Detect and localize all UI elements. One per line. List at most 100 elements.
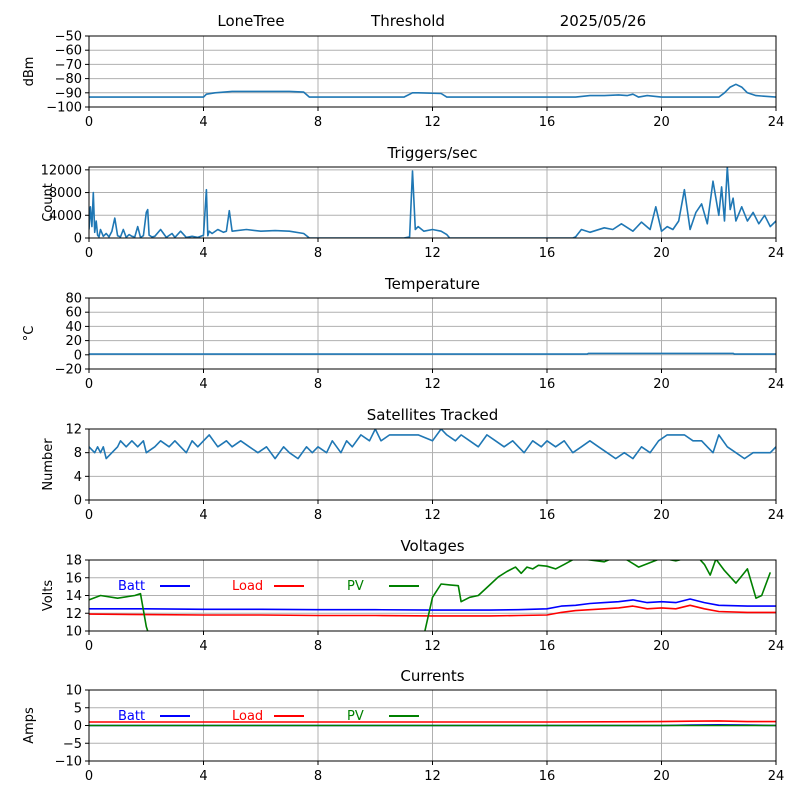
legend-label-batt: Batt xyxy=(118,579,145,594)
header-date: 2025/05/26 xyxy=(560,12,646,30)
y-tick-label: 20 xyxy=(65,334,82,349)
x-tick-label: 4 xyxy=(199,246,207,261)
x-tick-label: 16 xyxy=(539,246,556,261)
x-tick-label: 8 xyxy=(314,246,322,261)
y-tick-label: 0 xyxy=(74,232,82,247)
x-tick-label: 0 xyxy=(85,508,93,523)
y-tick-label: −60 xyxy=(55,44,82,59)
series-line-pv xyxy=(89,560,772,631)
y-tick-label: −10 xyxy=(55,755,82,770)
x-tick-label: 24 xyxy=(768,246,785,261)
y-tick-label: −80 xyxy=(55,72,82,87)
x-tick-label: 24 xyxy=(768,769,785,784)
x-tick-label: 20 xyxy=(653,377,670,392)
x-tick-label: 0 xyxy=(85,769,93,784)
chart-header: 0 4 8 12 16 20 24 −100−90−80−70−60−50 dBm xyxy=(22,30,784,131)
legend-label-load: Load xyxy=(232,579,263,594)
chart-title: Triggers/sec xyxy=(387,144,478,162)
y-tick-label: 5 xyxy=(74,701,82,716)
x-tick-label: 4 xyxy=(199,115,207,130)
y-tick-label: 12 xyxy=(65,607,82,622)
y-axis-label: Amps xyxy=(22,707,37,744)
y-tick-label: 80 xyxy=(65,292,82,307)
chart-title: Temperature xyxy=(384,275,480,293)
x-tick-label: 12 xyxy=(424,377,441,392)
x-tick-label: 8 xyxy=(314,639,322,654)
x-tick-label: 8 xyxy=(314,769,322,784)
y-tick-label: 8000 xyxy=(49,186,82,201)
y-tick-label: 12 xyxy=(65,423,82,438)
header-mode: Threshold xyxy=(370,12,445,30)
x-tick-label: 12 xyxy=(424,769,441,784)
y-tick-label: 60 xyxy=(65,306,82,321)
y-tick-label: 16 xyxy=(65,571,82,586)
x-tick-label: 4 xyxy=(199,508,207,523)
y-tick-label: 14 xyxy=(65,589,82,604)
x-tick-label: 16 xyxy=(539,115,556,130)
x-tick-label: 16 xyxy=(539,508,556,523)
series-line xyxy=(89,167,776,238)
x-tick-label: 4 xyxy=(199,769,207,784)
chart-triggers: 0 4 8 12 16 20 24 0 4000 8000 12000 Triggers/sec Cou… xyxy=(41,144,785,261)
x-tick-label: 8 xyxy=(314,377,322,392)
x-tick-label: 4 xyxy=(199,639,207,654)
x-tick-label: 0 xyxy=(85,115,93,130)
y-axis-label: Count xyxy=(41,183,56,222)
y-tick-label: 40 xyxy=(65,320,82,335)
y-tick-label: 0 xyxy=(74,494,82,509)
y-tick-label: −5 xyxy=(63,737,82,752)
y-tick-label: 10 xyxy=(65,684,82,699)
x-tick-label: 24 xyxy=(768,639,785,654)
y-tick-label: 0 xyxy=(74,719,82,734)
x-tick-label: 0 xyxy=(85,246,93,261)
header-site: LoneTree xyxy=(217,12,284,30)
series-line-load xyxy=(89,720,776,723)
series-line xyxy=(89,429,776,460)
series-line-load xyxy=(89,604,776,617)
x-tick-label: 12 xyxy=(424,246,441,261)
chart-voltages: 0 4 8 12 16 20 24 10 12 14 16 18 Voltages Volts Batt Lo… xyxy=(41,537,784,654)
x-tick-label: 20 xyxy=(653,115,670,130)
y-tick-label: 12000 xyxy=(41,163,82,178)
y-tick-label: 10 xyxy=(65,625,82,640)
legend-label-load: Load xyxy=(232,709,263,724)
series-line xyxy=(89,352,776,355)
chart-title: Voltages xyxy=(400,537,464,555)
y-tick-label: −70 xyxy=(55,58,82,73)
x-tick-label: 20 xyxy=(653,769,670,784)
x-tick-label: 20 xyxy=(653,508,670,523)
y-axis-label: Number xyxy=(41,438,56,491)
y-tick-label: 4 xyxy=(74,470,82,485)
y-axis-label: Volts xyxy=(41,580,56,612)
y-tick-label: −20 xyxy=(55,363,82,378)
series-line xyxy=(89,83,776,98)
x-tick-label: 20 xyxy=(653,246,670,261)
chart-title: Currents xyxy=(400,667,464,685)
x-tick-label: 12 xyxy=(424,115,441,130)
chart-title: Satellites Tracked xyxy=(367,406,498,424)
y-tick-label: −90 xyxy=(55,86,82,101)
x-tick-label: 20 xyxy=(653,639,670,654)
x-tick-label: 8 xyxy=(314,115,322,130)
x-tick-label: 16 xyxy=(539,639,556,654)
y-tick-label: 4000 xyxy=(49,209,82,224)
x-tick-label: 0 xyxy=(85,639,93,654)
x-tick-label: 0 xyxy=(85,377,93,392)
x-tick-label: 24 xyxy=(768,115,785,130)
legend-label-pv: PV xyxy=(347,709,364,724)
y-tick-label: −50 xyxy=(55,30,82,45)
chart-currents: 0 4 8 12 16 20 24 −10 −5 0 5 10 Currents Amps Batt Load… xyxy=(22,667,784,784)
x-tick-label: 16 xyxy=(539,377,556,392)
series-line-batt xyxy=(89,598,776,611)
y-tick-label: 0 xyxy=(74,348,82,363)
x-tick-label: 16 xyxy=(539,769,556,784)
y-tick-label: 8 xyxy=(74,446,82,461)
x-tick-label: 12 xyxy=(424,639,441,654)
y-axis-label: dBm xyxy=(22,57,37,87)
y-axis-label: °C xyxy=(22,326,37,342)
legend-label-batt: Batt xyxy=(118,709,145,724)
legend-label-pv: PV xyxy=(347,579,364,594)
chart-satellites: 0 4 8 12 16 20 24 0 4 8 12 Satellites Tracked Number xyxy=(41,406,784,523)
